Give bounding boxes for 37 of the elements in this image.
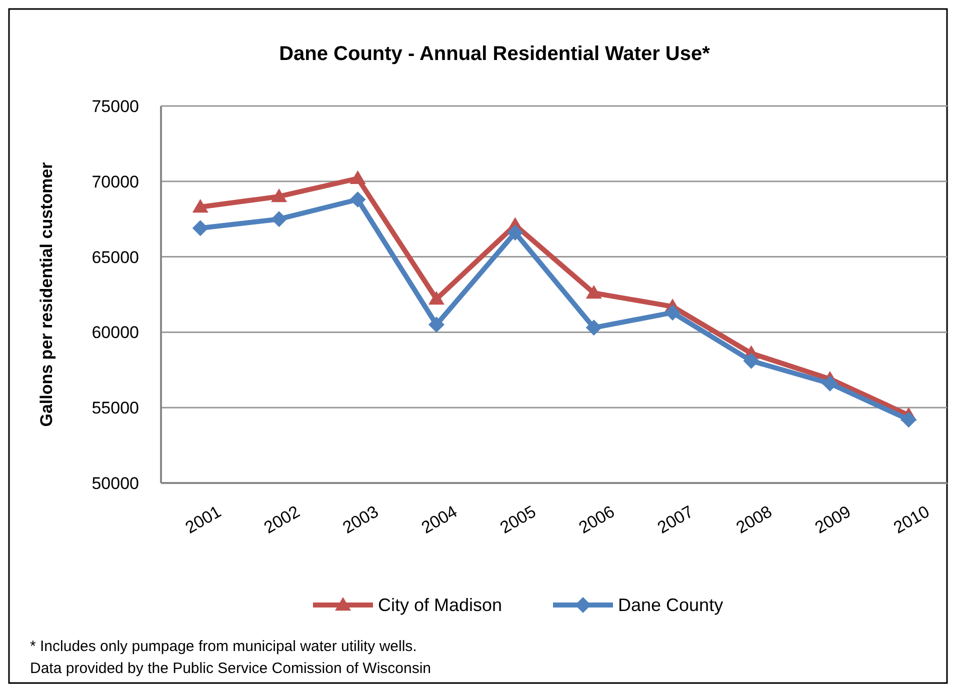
legend-label: Dane County — [618, 595, 724, 615]
y-tick-label: 70000 — [92, 172, 139, 192]
point — [822, 375, 838, 392]
point — [900, 412, 917, 428]
point — [428, 291, 444, 305]
point — [192, 199, 208, 213]
text: Data provided by the Public Service Comission of Wisconsin — [30, 660, 432, 677]
point — [350, 170, 366, 184]
point — [743, 352, 760, 369]
x-tick-label: 2008 — [732, 502, 776, 538]
x-tick-label: 2003 — [339, 502, 382, 538]
y-tick-label: 50000 — [92, 474, 139, 493]
text: * Includes only pumpage from municipal water utility wells. — [30, 638, 417, 655]
x-tick-label: 2006 — [576, 502, 618, 538]
x-tick-label: 2010 — [890, 502, 933, 538]
point — [664, 304, 681, 321]
x-tick-label: 2002 — [260, 502, 304, 538]
point — [507, 224, 524, 241]
point — [271, 188, 288, 202]
point — [428, 316, 444, 333]
y-tick-label: 65000 — [92, 248, 139, 267]
x-tick-label: 2009 — [812, 502, 854, 538]
point — [586, 320, 602, 336]
point — [350, 191, 366, 208]
x-tick-label: 2001 — [182, 502, 224, 538]
y-tick-label: 75000 — [92, 97, 139, 116]
y-axis-title: Gallons per residential customer — [37, 162, 56, 427]
point — [271, 211, 288, 228]
chart-title: Dane County - Annual Residential Water Use* — [279, 43, 710, 65]
legend-label: City of Madison — [378, 595, 502, 615]
y-tick-label: 60000 — [92, 323, 139, 342]
y-tick-label: 55000 — [92, 398, 139, 418]
x-tick-label: 2007 — [654, 502, 697, 538]
x-tick-label: 2005 — [496, 502, 540, 538]
point — [192, 220, 208, 236]
point — [586, 284, 602, 299]
x-tick-label: 2004 — [418, 502, 460, 538]
